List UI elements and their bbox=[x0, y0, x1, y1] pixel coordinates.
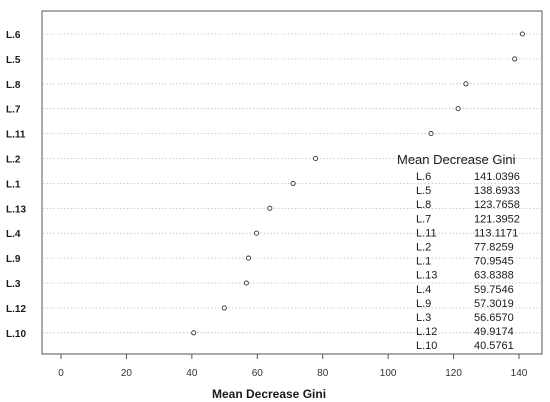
table-value-l8: 123.7658 bbox=[474, 199, 520, 211]
y-label-l5: L.5 bbox=[6, 55, 21, 66]
table-value-l5: 138.6933 bbox=[474, 185, 520, 197]
values-table: Mean Decrease Gini L.6 141.0396 L.5 138.693… bbox=[397, 152, 520, 352]
x-tick-label-80: 80 bbox=[317, 368, 329, 379]
x-tick-label-60: 60 bbox=[252, 368, 264, 379]
point-l8 bbox=[463, 81, 469, 87]
point-l13 bbox=[267, 205, 273, 211]
grid-lines bbox=[43, 33, 541, 334]
table-title: Mean Decrease Gini bbox=[397, 152, 516, 167]
table-value-l3: 56.6570 bbox=[474, 312, 514, 324]
x-tick-label-140: 140 bbox=[511, 368, 528, 379]
table-label-l11: L.11 bbox=[416, 227, 437, 239]
table-label-l1: L.1 bbox=[416, 256, 431, 268]
point-l2 bbox=[313, 155, 319, 162]
table-label-l4: L.4 bbox=[416, 284, 431, 296]
y-label-l12: L.12 bbox=[6, 304, 26, 315]
table-label-l2: L.2 bbox=[416, 242, 431, 254]
table-value-l11: 113.1171 bbox=[474, 227, 518, 239]
table-label-l8: L.8 bbox=[416, 199, 431, 211]
y-label-l10: L.10 bbox=[6, 329, 26, 340]
y-label-l6: L.6 bbox=[6, 30, 21, 41]
table-value-l9: 57.3019 bbox=[474, 298, 514, 310]
table-value-l2: 77.8259 bbox=[474, 242, 514, 254]
y-label-l11: L.11 bbox=[6, 130, 26, 141]
point-l4 bbox=[253, 230, 260, 236]
y-label-l1: L.1 bbox=[6, 179, 21, 190]
y-label-l7: L.7 bbox=[6, 105, 21, 116]
y-label-l3: L.3 bbox=[6, 279, 21, 290]
y-category-labels: L.6 L.5 L.8 L.7 L.11 L.2 L.1 L.13 L.4 L.9 L.3 L.12 L… bbox=[6, 30, 26, 340]
plot-frame bbox=[41, 10, 543, 355]
table-label-l5: L.5 bbox=[416, 185, 431, 197]
data-points bbox=[191, 31, 525, 336]
point-l3 bbox=[243, 280, 249, 286]
y-label-l2: L.2 bbox=[6, 155, 21, 166]
x-tick-label-20: 20 bbox=[121, 368, 133, 379]
y-label-l8: L.8 bbox=[6, 80, 21, 91]
table-label-l3: L.3 bbox=[416, 312, 431, 324]
point-l11 bbox=[428, 131, 434, 137]
y-label-l9: L.9 bbox=[6, 254, 21, 265]
point-l9 bbox=[245, 255, 252, 261]
point-l12 bbox=[221, 305, 227, 311]
y-label-l13: L.13 bbox=[6, 204, 26, 215]
point-l7 bbox=[455, 106, 461, 112]
y-label-l4: L.4 bbox=[6, 229, 21, 240]
point-l1 bbox=[290, 180, 296, 186]
point-l5 bbox=[512, 56, 518, 62]
table-label-l10: L.10 bbox=[416, 340, 437, 352]
x-axis-ticks: 0 20 40 60 80 100 120 140 bbox=[58, 354, 528, 379]
table-value-l7: 121.3952 bbox=[474, 213, 520, 225]
table-value-l13: 63.8388 bbox=[474, 270, 514, 282]
point-l10 bbox=[191, 330, 197, 336]
table-label-l9: L.9 bbox=[416, 298, 431, 310]
x-tick-label-100: 100 bbox=[380, 368, 397, 379]
table-label-l6: L.6 bbox=[416, 171, 431, 183]
x-tick-label-40: 40 bbox=[186, 368, 198, 379]
point-l6 bbox=[519, 31, 525, 37]
table-value-l12: 49.9174 bbox=[474, 326, 514, 338]
table-value-l4: 59.7546 bbox=[474, 284, 514, 296]
table-label-l12: L.12 bbox=[416, 326, 437, 338]
table-label-l13: L.13 bbox=[416, 270, 437, 282]
x-axis-label: Mean Decrease Gini bbox=[212, 387, 326, 401]
table-value-l10: 40.5761 bbox=[474, 340, 514, 352]
table-value-l1: 70.9545 bbox=[474, 256, 514, 268]
table-label-l7: L.7 bbox=[416, 213, 431, 225]
x-tick-label-0: 0 bbox=[58, 368, 64, 379]
table-value-l6: 141.0396 bbox=[474, 171, 520, 183]
x-tick-label-120: 120 bbox=[445, 368, 462, 379]
